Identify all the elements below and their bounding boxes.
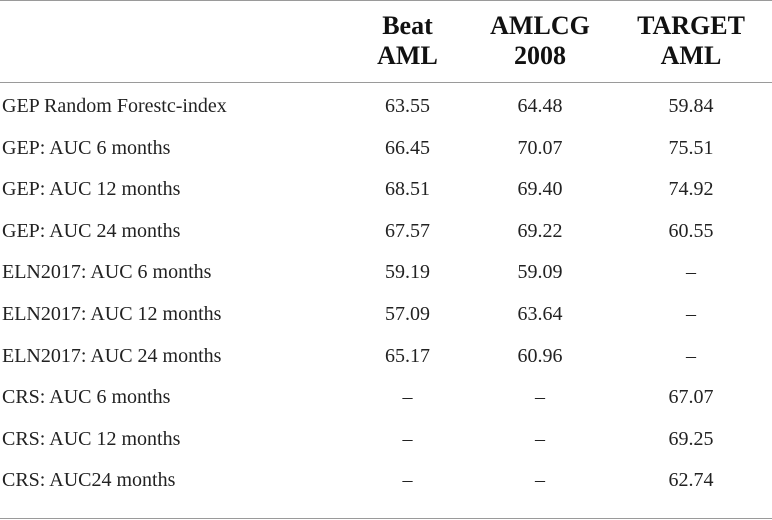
cell-amlcg-2008: 69.40 — [517, 178, 563, 201]
cell-beat-aml: 66.45 — [385, 136, 430, 159]
table-header-rule — [0, 82, 772, 83]
cell-beat-aml: 59.19 — [385, 261, 430, 284]
row-label: ELN2017: AUC 12 months — [2, 302, 222, 325]
table-top-rule — [0, 0, 772, 1]
cell-target-aml: 62.74 — [668, 469, 714, 492]
row-label: CRS: AUC 12 months — [2, 427, 181, 450]
cell-target-aml: 69.25 — [668, 427, 714, 450]
column-header-line: AMLCG — [490, 11, 590, 40]
cell-beat-aml: – — [402, 386, 413, 409]
column-header-beat-aml: Beat AML — [345, 0, 470, 82]
table-row: GEP: AUC 6 months 66.45 70.07 75.51 — [0, 128, 772, 170]
cell-target-aml: 67.07 — [668, 386, 714, 409]
table-body: GEP Random Forestc-index 63.55 64.48 59.… — [0, 86, 772, 502]
cell-amlcg-2008: – — [535, 469, 545, 492]
row-label: CRS: AUC 6 months — [2, 386, 171, 409]
cell-amlcg-2008: 69.22 — [517, 219, 563, 242]
row-label: ELN2017: AUC 6 months — [2, 261, 212, 284]
cell-beat-aml: 57.09 — [385, 302, 430, 325]
table-row: CRS: AUC 6 months – – 67.07 — [0, 377, 772, 419]
cell-beat-aml: – — [402, 427, 413, 450]
table-row: ELN2017: AUC 6 months 59.19 59.09 – — [0, 252, 772, 294]
cell-beat-aml: 63.55 — [385, 95, 430, 117]
cell-beat-aml: 67.57 — [385, 219, 430, 242]
cell-amlcg-2008: 60.96 — [517, 344, 563, 367]
cell-target-aml: 60.55 — [668, 219, 714, 242]
cell-target-aml: – — [686, 344, 696, 367]
cell-amlcg-2008: 59.09 — [517, 261, 563, 284]
cell-target-aml: 74.92 — [668, 178, 714, 201]
cell-beat-aml: – — [402, 469, 413, 492]
cell-beat-aml: 65.17 — [385, 344, 430, 367]
cell-target-aml: 59.84 — [668, 95, 714, 117]
column-header-line: AML — [377, 41, 438, 70]
row-label: GEP: AUC 24 months — [2, 219, 181, 242]
cell-amlcg-2008: 64.48 — [517, 95, 563, 117]
table-row: GEP Random Forestc-index 63.55 64.48 59.… — [0, 86, 772, 128]
table-row: CRS: AUC 12 months – – 69.25 — [0, 419, 772, 461]
cell-target-aml: – — [686, 302, 696, 325]
cell-target-aml: 75.51 — [668, 136, 714, 159]
row-label: GEP: AUC 12 months — [2, 178, 181, 201]
column-header-line: AML — [660, 41, 722, 70]
row-label: GEP Random Forestc-index — [2, 95, 227, 117]
table-row: CRS: AUC24 months – – 62.74 — [0, 460, 772, 502]
row-label: CRS: AUC24 months — [2, 469, 176, 492]
column-header-line: TARGET — [637, 11, 745, 40]
row-label: ELN2017: AUC 24 months — [2, 344, 222, 367]
column-header-amlcg-2008: AMLCG 2008 — [470, 0, 610, 82]
table-row: ELN2017: AUC 12 months 57.09 63.64 – — [0, 294, 772, 336]
column-header-line: Beat — [382, 11, 433, 40]
cell-amlcg-2008: 70.07 — [517, 136, 563, 159]
table-row: GEP: AUC 12 months 68.51 69.40 74.92 — [0, 169, 772, 211]
table-bottom-rule — [0, 518, 772, 519]
column-header-target-aml: TARGET AML — [610, 0, 772, 82]
cell-amlcg-2008: – — [535, 427, 545, 450]
table-row: ELN2017: AUC 24 months 65.17 60.96 – — [0, 336, 772, 378]
column-header-line: 2008 — [514, 41, 566, 70]
cell-target-aml: – — [686, 261, 696, 284]
table-row: GEP: AUC 24 months 67.57 69.22 60.55 — [0, 211, 772, 253]
cell-beat-aml: 68.51 — [385, 178, 430, 201]
cell-amlcg-2008: – — [535, 386, 545, 409]
cell-amlcg-2008: 63.64 — [517, 302, 563, 325]
row-label: GEP: AUC 6 months — [2, 136, 171, 159]
